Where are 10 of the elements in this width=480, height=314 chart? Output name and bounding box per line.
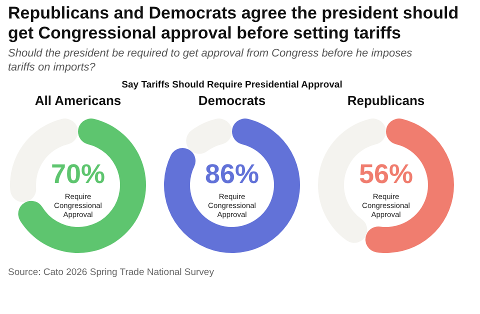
data-label: 86% [204, 159, 260, 189]
data-label: 56% [358, 159, 414, 189]
text: Republicans and Democrats agree the president should get Congressional approval before setting tariffs [8, 4, 459, 42]
data-label: 70% [50, 159, 106, 189]
text: Should the president be required to get approval from Congress before he imposes tariffs on imports? [8, 48, 413, 74]
chart-title: Democrats [198, 93, 266, 108]
chart-title: Republicans [347, 93, 425, 108]
source-note: Source: Cato 2026 Spring Trade National Survey [8, 267, 214, 278]
chart-title: All Americans [34, 93, 122, 108]
text: Say Tariffs Should Require Presidential Approval [122, 80, 342, 90]
